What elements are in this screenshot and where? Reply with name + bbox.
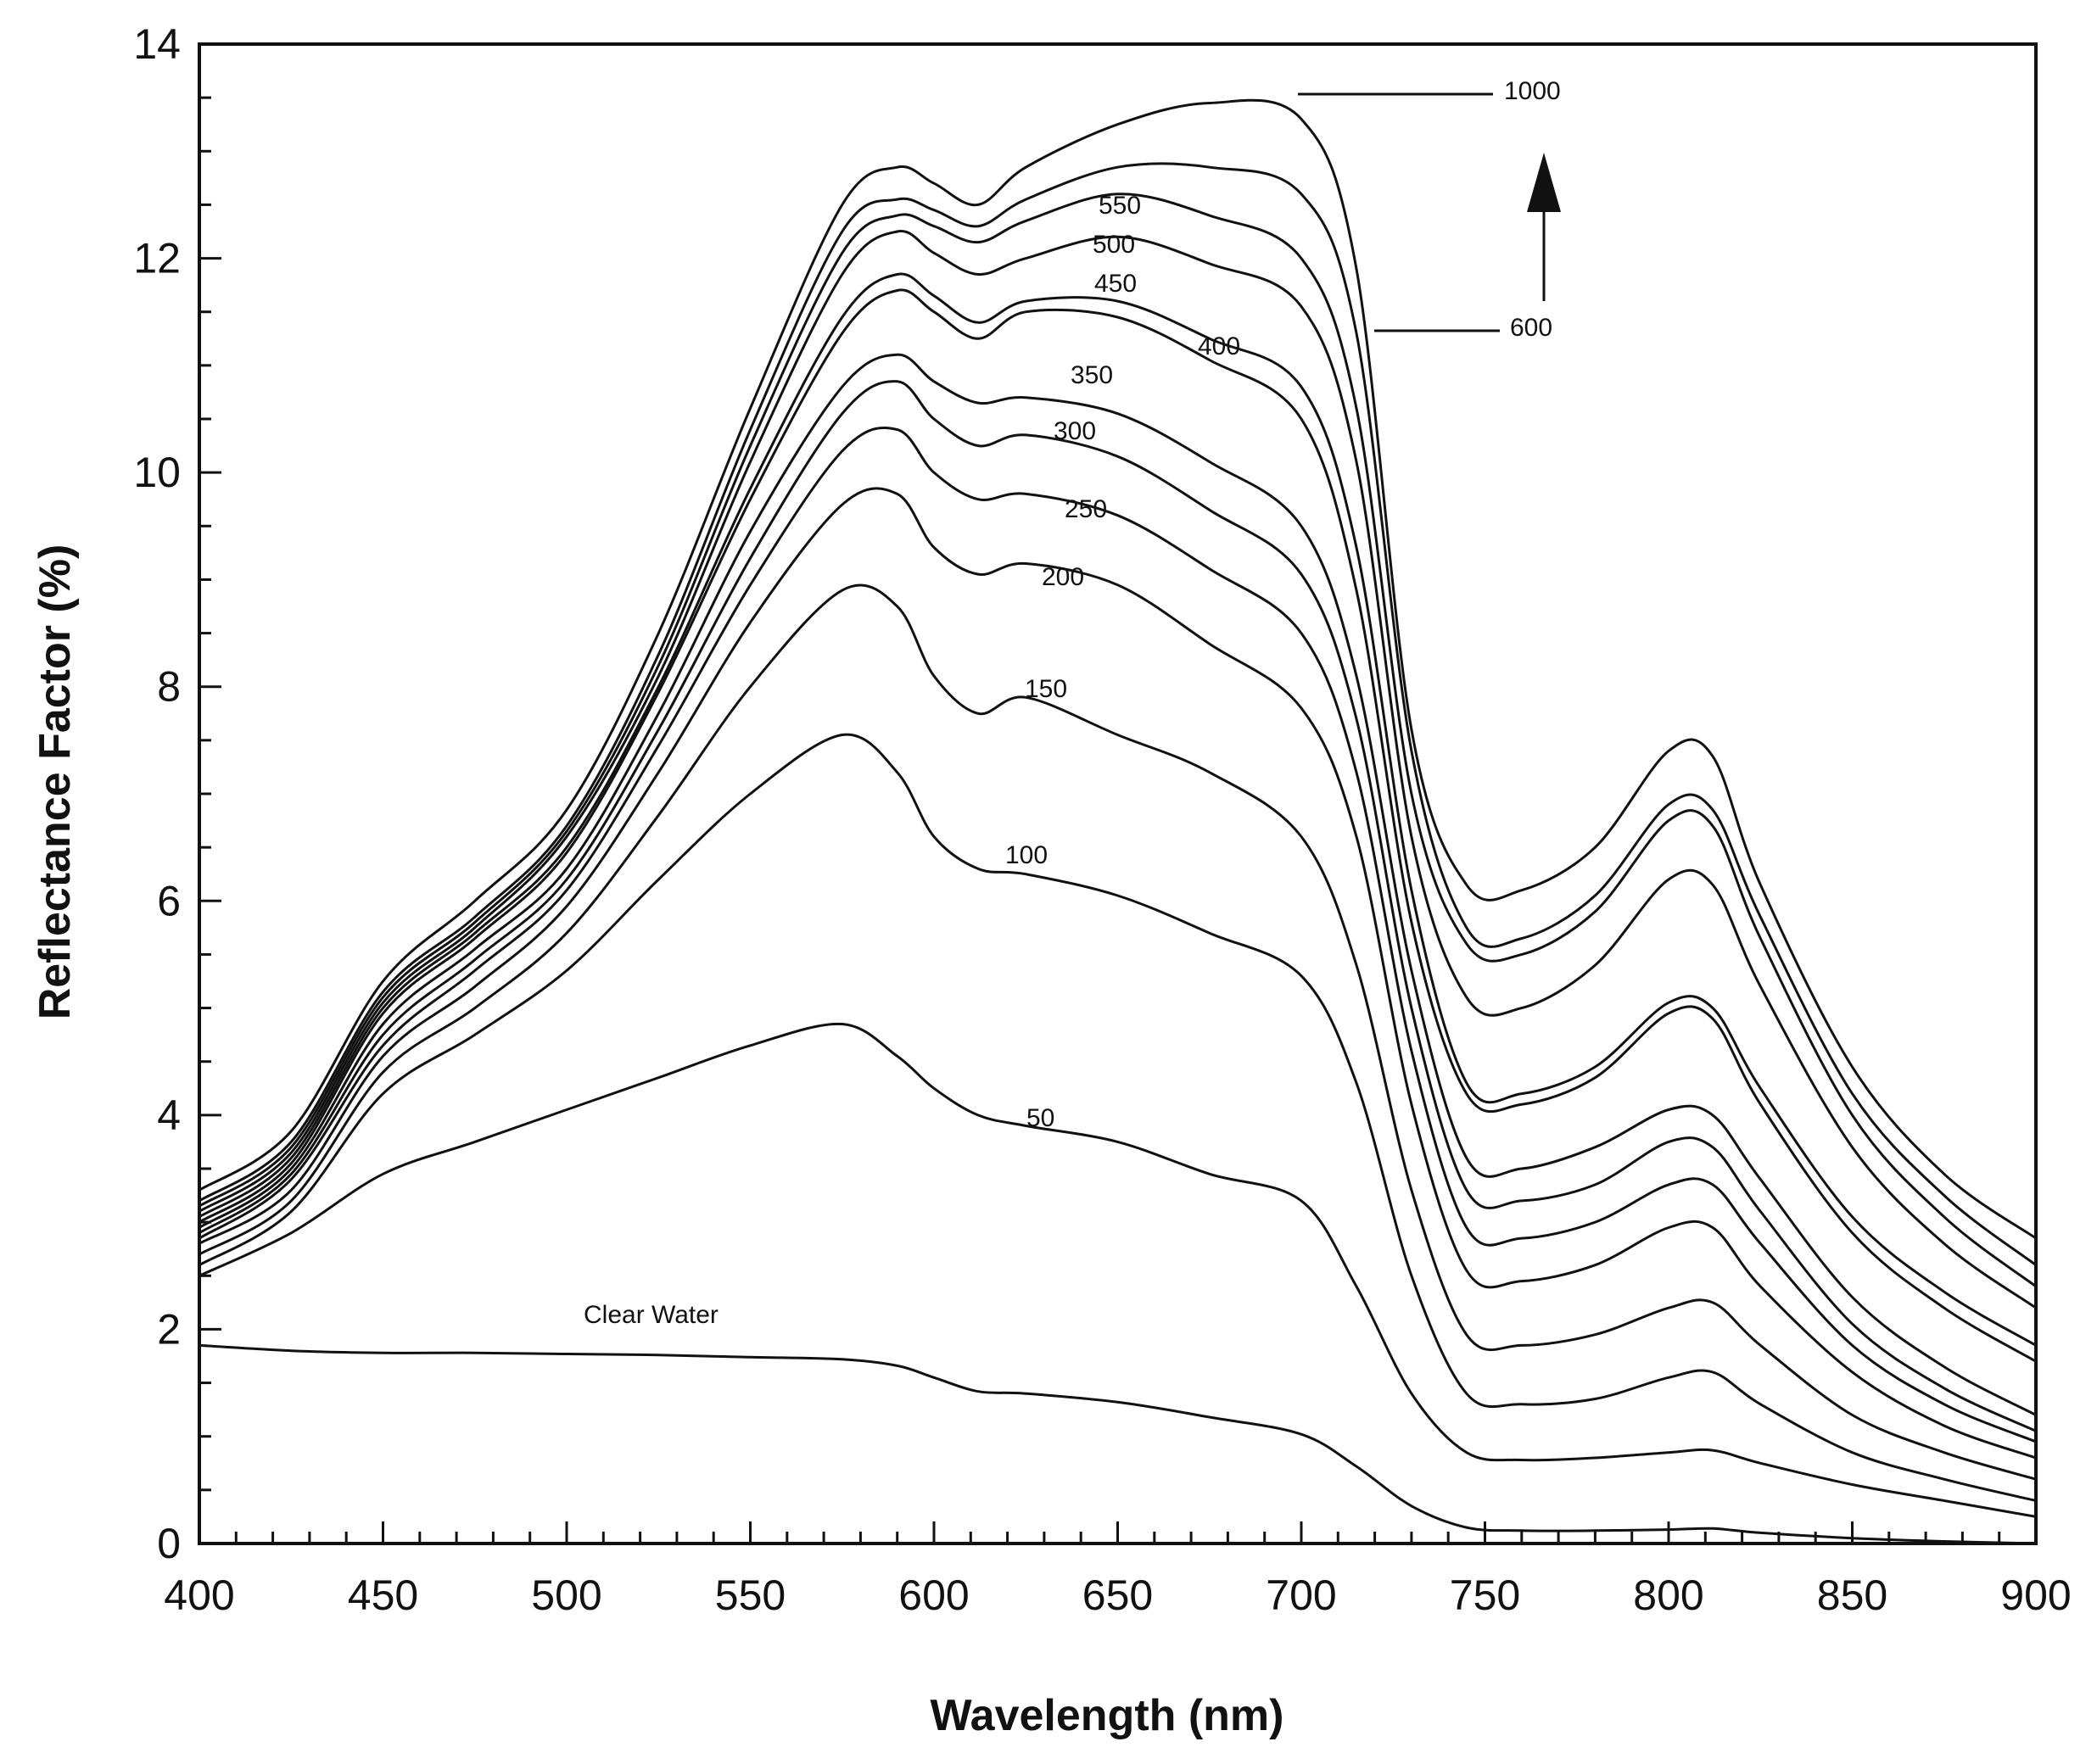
- series-line-1000: [199, 98, 2037, 1240]
- label-250: 250: [1065, 495, 1107, 523]
- series-line-50: [199, 1022, 2037, 1518]
- y-tick-label: 4: [157, 1091, 181, 1139]
- label-1000: 1000: [1504, 77, 1561, 105]
- y-tick-label: 0: [157, 1520, 181, 1567]
- label-150: 150: [1025, 675, 1067, 703]
- x-tick-label: 600: [898, 1571, 969, 1619]
- y-tick-label: 8: [157, 663, 181, 711]
- series-line-350: [199, 353, 2037, 1416]
- series-line-500: [199, 230, 2037, 1309]
- series-line-550: [199, 193, 2037, 1288]
- series-line-450: [199, 272, 2037, 1347]
- series-line-250: [199, 427, 2037, 1443]
- y-tick-label: 14: [133, 20, 181, 68]
- x-tick-label: 900: [2000, 1571, 2071, 1619]
- series-line-200: [199, 487, 2037, 1460]
- label-50: 50: [1026, 1104, 1054, 1132]
- label-400: 400: [1198, 332, 1240, 360]
- label-500: 500: [1093, 231, 1135, 259]
- arrow-up-icon: [1527, 153, 1561, 212]
- label-450: 450: [1094, 270, 1137, 298]
- x-tick-label: 500: [531, 1571, 601, 1619]
- y-tick-label: 10: [133, 449, 181, 496]
- x-tick-label: 800: [1633, 1571, 1703, 1619]
- series-line-600: [199, 162, 2037, 1266]
- label-350: 350: [1071, 361, 1113, 389]
- x-tick-label: 850: [1817, 1571, 1887, 1619]
- curve-annotations: Clear Water 50 100 150 200 250 300 350 400 450 500…: [584, 77, 1561, 1329]
- series-line-100: [199, 733, 2037, 1502]
- label-clear-water: Clear Water: [584, 1301, 719, 1329]
- series-line-300: [199, 380, 2037, 1432]
- x-tick-label: 700: [1266, 1571, 1336, 1619]
- x-tick-label: 650: [1082, 1571, 1153, 1619]
- label-550: 550: [1099, 192, 1141, 220]
- axis-ticks: 400 450 500 550 600 650 700 750 800 850 900 0 2 4 6 8 10…: [133, 20, 2071, 1619]
- label-100: 100: [1005, 841, 1048, 869]
- label-300: 300: [1054, 417, 1096, 445]
- series-line-150: [199, 583, 2037, 1481]
- x-tick-label: 550: [715, 1571, 786, 1619]
- x-axis-title: Wavelength (nm): [931, 1691, 1284, 1740]
- series-curves: [199, 98, 2037, 1545]
- series-line-400: [199, 288, 2037, 1363]
- y-tick-label: 6: [157, 877, 181, 924]
- x-tick-label: 450: [348, 1571, 418, 1619]
- label-200: 200: [1042, 563, 1084, 591]
- x-tick-label: 400: [164, 1571, 234, 1619]
- series-line-clear-water: [199, 1343, 2037, 1545]
- y-tick-label: 2: [157, 1305, 181, 1353]
- label-600: 600: [1510, 314, 1552, 342]
- y-axis-title: Reflectance Factor (%): [31, 544, 80, 1020]
- y-tick-label: 12: [133, 235, 181, 282]
- x-tick-label: 750: [1450, 1571, 1520, 1619]
